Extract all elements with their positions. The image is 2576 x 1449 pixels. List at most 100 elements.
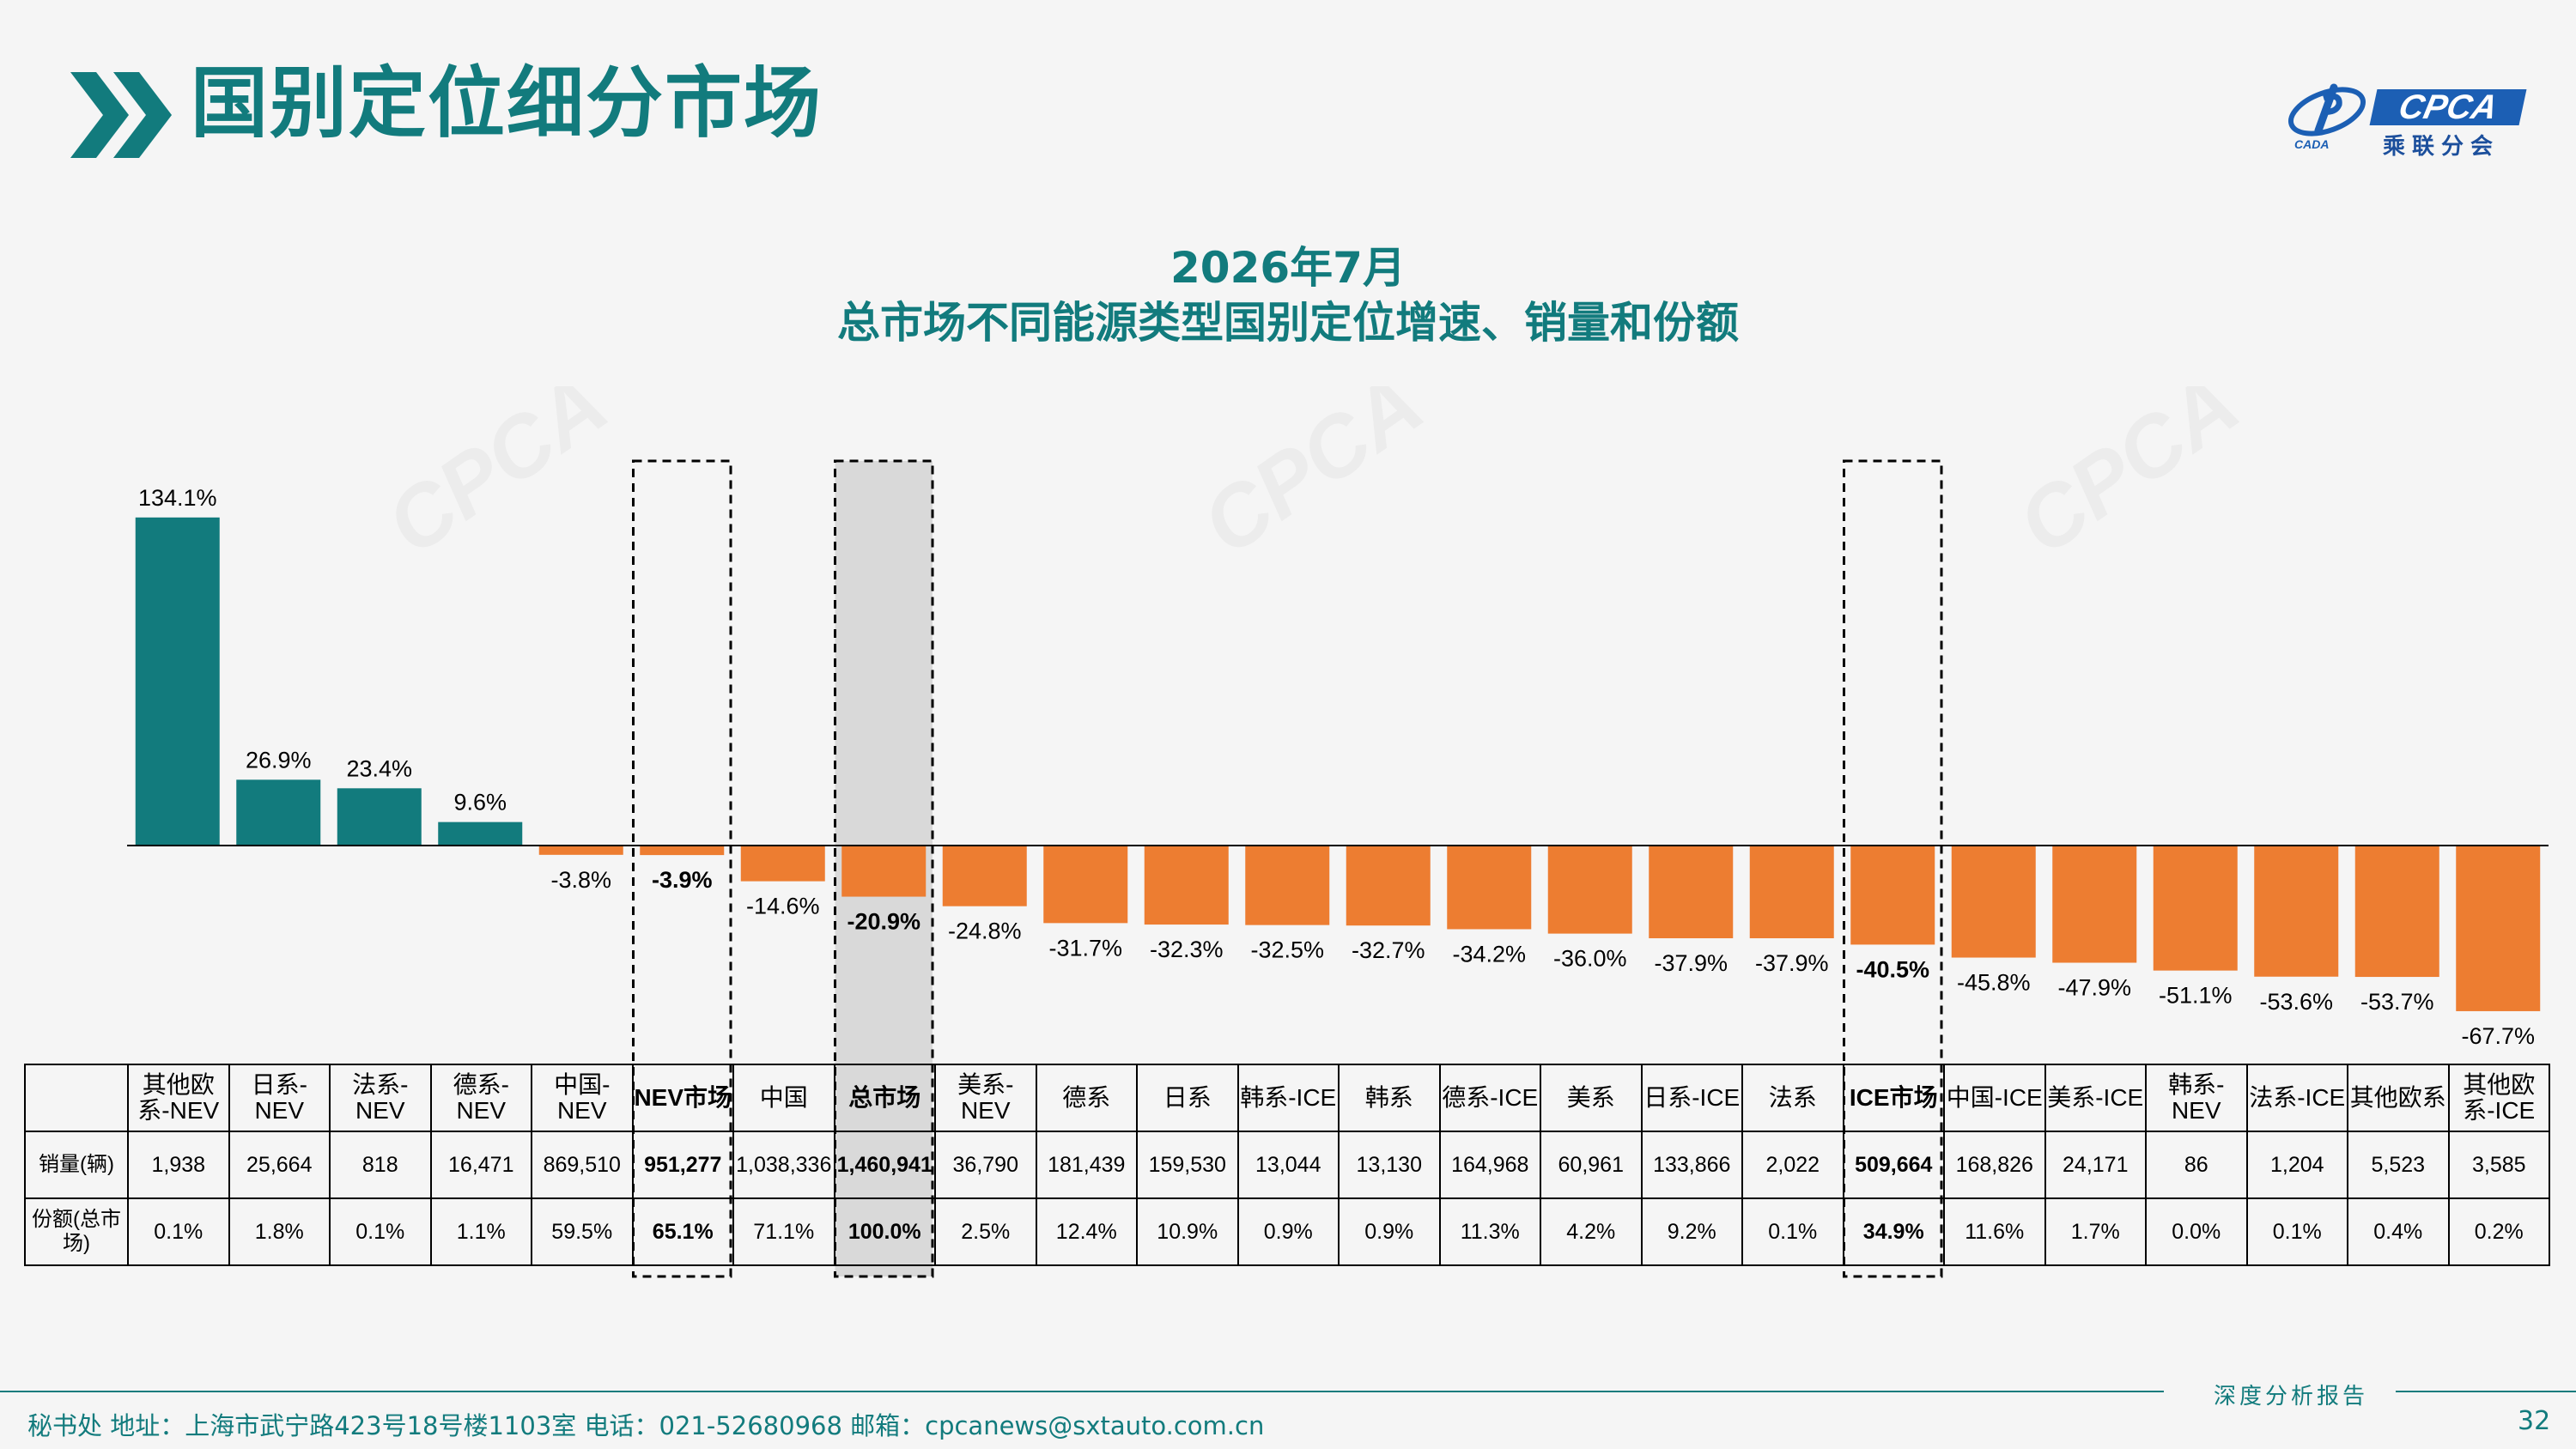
table-cell-sales: 181,439 xyxy=(1035,1131,1138,1199)
table-header-cell: 其他欧系-NEV xyxy=(127,1064,230,1132)
table-cell-share: 9.2% xyxy=(1640,1197,1743,1266)
data-label: -40.5% xyxy=(1856,956,1929,982)
table-header-cell: 美系-ICE xyxy=(2044,1064,2147,1132)
highlight-box xyxy=(1843,459,1943,1278)
table-header-cell: 中国-NEV xyxy=(531,1064,634,1132)
table-cell-sales: 16,471 xyxy=(429,1131,532,1199)
data-label: -24.8% xyxy=(948,919,1022,944)
data-label: -3.9% xyxy=(652,867,713,893)
table-cell-share: 0.1% xyxy=(329,1197,432,1266)
data-label: 9.6% xyxy=(453,790,507,815)
bar xyxy=(1447,846,1532,930)
table-cell-sales: 869,510 xyxy=(531,1131,634,1199)
footer-address: 秘书处 地址：上海市武宁路423号18号楼1103室 电话：021-526809… xyxy=(27,1411,1265,1440)
row-label-sales: 销量(辆) xyxy=(24,1131,129,1199)
table-cell-sales: 1,038,336 xyxy=(732,1131,835,1199)
footer-divider xyxy=(0,1391,2164,1392)
highlight-box xyxy=(834,459,934,1278)
table-cell-sales: 36,790 xyxy=(934,1131,1037,1199)
bar xyxy=(640,846,725,856)
bar xyxy=(1850,846,1935,945)
page-number: 32 xyxy=(2518,1406,2551,1436)
watermark-icon: CPCA xyxy=(2001,386,2255,573)
data-label: -37.9% xyxy=(1654,950,1728,976)
data-label: -36.0% xyxy=(1553,946,1627,972)
table-cell-share: 1.7% xyxy=(2044,1197,2147,1266)
table-cell-share: 0.0% xyxy=(2145,1197,2248,1266)
table-cell-sales: 133,866 xyxy=(1640,1131,1743,1199)
data-label: 134.1% xyxy=(138,485,217,511)
bar xyxy=(2354,846,2439,978)
table-header-cell: 韩系-NEV xyxy=(2145,1064,2248,1132)
table-header-cell: 法系-NEV xyxy=(329,1064,432,1132)
table-cell-share: 4.2% xyxy=(1540,1197,1643,1266)
data-label: -3.8% xyxy=(550,867,611,893)
bar xyxy=(1547,846,1632,934)
table-cell-sales: 13,044 xyxy=(1236,1131,1340,1199)
table-cell-sales: 1,460,941 xyxy=(833,1131,936,1199)
logo-small-text: CADA xyxy=(2294,137,2330,151)
data-label: -20.9% xyxy=(847,909,920,935)
watermark-icon: CPCA xyxy=(1185,386,1439,573)
table-cell-share: 11.3% xyxy=(1438,1197,1541,1266)
table-header-cell: 中国 xyxy=(732,1064,835,1132)
table-cell-sales: 2,022 xyxy=(1741,1131,1844,1199)
table-cell-share: 10.9% xyxy=(1136,1197,1239,1266)
table-cell-sales: 86 xyxy=(2145,1131,2248,1199)
table-cell-share: 34.9% xyxy=(1842,1197,1945,1266)
table-cell-share: 0.4% xyxy=(2347,1197,2450,1266)
data-label: -32.7% xyxy=(1352,937,1425,963)
table-cell-sales: 24,171 xyxy=(2044,1131,2147,1199)
data-label: -53.7% xyxy=(2360,989,2434,1015)
bar xyxy=(2254,846,2339,977)
table-header-cell: 日系-NEV xyxy=(228,1064,331,1132)
bar xyxy=(1649,846,1734,939)
table-header-cell: 韩系-ICE xyxy=(1236,1064,1340,1132)
bar xyxy=(538,846,623,855)
table-header-cell: ICE市场 xyxy=(1842,1064,1945,1132)
table-cell-share: 0.9% xyxy=(1236,1197,1340,1266)
data-label: 26.9% xyxy=(246,747,312,773)
data-label: -67.7% xyxy=(2461,1023,2535,1049)
data-table: 其他欧系-NEV 日系-NEV 法系-NEV 德系-NEV 中国-NEV NEV市场 中国总… xyxy=(24,1064,2550,1266)
table-cell-share: 1.8% xyxy=(228,1197,331,1266)
table-header-cell: 法系-ICE xyxy=(2245,1064,2348,1132)
table-cell-share: 0.1% xyxy=(127,1197,230,1266)
bar xyxy=(2456,846,2541,1011)
table-cell-sales: 951,277 xyxy=(631,1131,734,1199)
table-header-cell: 韩系 xyxy=(1338,1064,1441,1132)
table-cell-share: 71.1% xyxy=(732,1197,835,1266)
table-header-cell: 法系 xyxy=(1741,1064,1844,1132)
logo-subtitle: 乘联分会 xyxy=(2383,134,2500,160)
table-header-cell: 中国-ICE xyxy=(1943,1064,2046,1132)
data-label: -34.2% xyxy=(1452,941,1526,967)
table-header-cell: 日系-ICE xyxy=(1640,1064,1743,1132)
data-label: -45.8% xyxy=(1957,970,2031,996)
footer-report-label: 深度分析报告 xyxy=(2214,1384,2369,1410)
bar xyxy=(1346,846,1431,926)
table-cell-sales: 1,204 xyxy=(2245,1131,2348,1199)
table-cell-sales: 1,938 xyxy=(127,1131,230,1199)
table-cell-sales: 164,968 xyxy=(1438,1131,1541,1199)
table-header-cell: NEV市场 xyxy=(631,1064,734,1132)
table-cell-sales: 159,530 xyxy=(1136,1131,1239,1199)
table-cell-share: 0.1% xyxy=(2245,1197,2348,1266)
table-cell-sales: 13,130 xyxy=(1338,1131,1441,1199)
bar xyxy=(438,822,523,846)
data-label: 23.4% xyxy=(346,755,412,781)
bar xyxy=(1749,846,1834,939)
table-header-cell: 其他欧系-ICE xyxy=(2447,1064,2550,1132)
table-cell-sales: 509,664 xyxy=(1842,1131,1945,1199)
cpca-logo-icon xyxy=(2287,83,2366,136)
bar xyxy=(1951,846,2036,958)
table-header-cell: 德系-NEV xyxy=(429,1064,532,1132)
table-header-cell: 德系 xyxy=(1035,1064,1138,1132)
table-cell-sales: 168,826 xyxy=(1943,1131,2046,1199)
bar xyxy=(942,846,1027,906)
table-cell-share: 1.1% xyxy=(429,1197,532,1266)
bar xyxy=(2153,846,2238,971)
bar xyxy=(841,846,927,897)
bar xyxy=(2052,846,2137,963)
data-label: -47.9% xyxy=(2057,975,2131,1001)
data-label: -32.5% xyxy=(1250,937,1324,963)
